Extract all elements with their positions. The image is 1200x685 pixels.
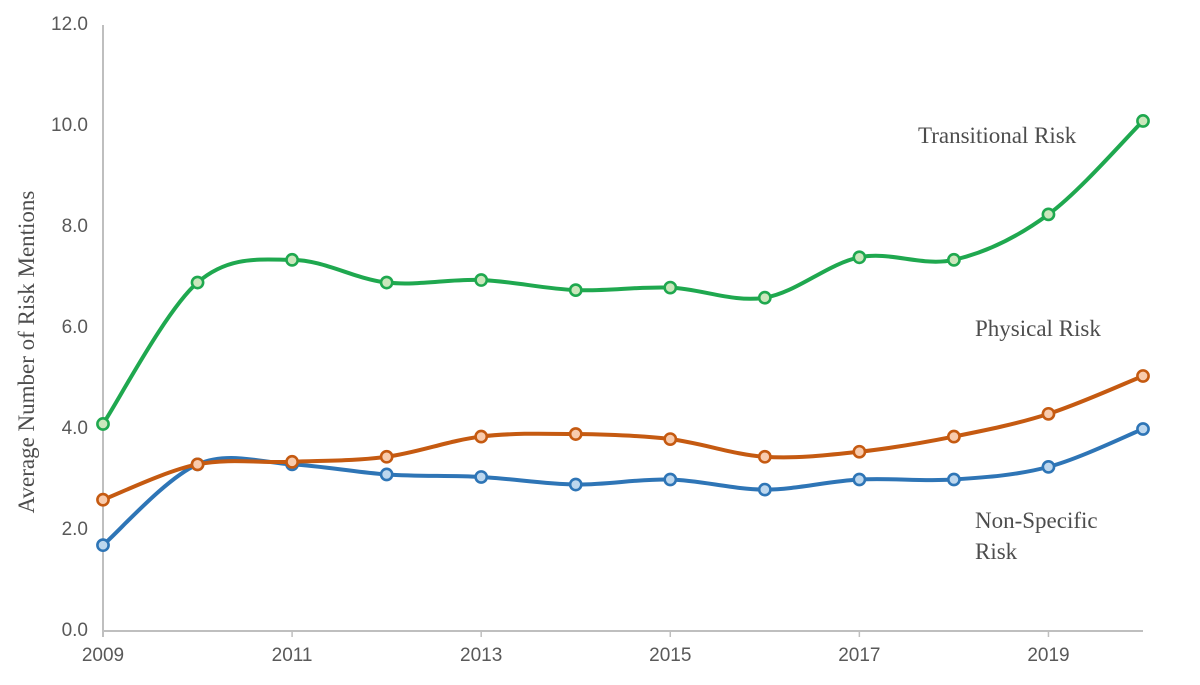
data-point-marker-transitional-risk	[379, 275, 394, 290]
x-tick-label: 2019	[1027, 645, 1070, 666]
data-point-marker-transitional-risk	[757, 290, 772, 305]
data-point-marker-transitional-risk	[285, 252, 299, 267]
data-point-marker-transitional-risk	[474, 273, 489, 287]
x-tick-label: 2009	[81, 645, 125, 666]
series-label-non-specific-risk-line1: Non-Specific	[975, 508, 1098, 533]
data-point-marker-transitional-risk	[1041, 207, 1056, 222]
data-point-marker-non-specific-risk	[1136, 422, 1150, 436]
data-point-marker-non-specific-risk	[379, 467, 394, 482]
series-label-non-specific-risk: Non-Specific Risk	[975, 505, 1098, 567]
data-point-marker-physical-risk	[1136, 369, 1150, 383]
y-tick-label: 0.0	[61, 620, 88, 641]
data-point-marker-non-specific-risk	[1041, 459, 1056, 474]
data-point-marker-physical-risk	[96, 492, 110, 507]
data-point-marker-non-specific-risk	[96, 538, 110, 553]
data-point-marker-physical-risk	[757, 449, 772, 464]
data-point-marker-transitional-risk	[190, 275, 205, 290]
data-point-marker-physical-risk	[190, 457, 205, 472]
y-tick-label: 2.0	[61, 519, 88, 540]
series-label-transitional-risk: Transitional Risk	[918, 123, 1077, 148]
data-point-marker-non-specific-risk	[474, 470, 489, 484]
data-point-marker-transitional-risk	[1136, 114, 1150, 128]
data-point-marker-physical-risk	[474, 429, 489, 444]
y-tick-label: 12.0	[51, 14, 88, 35]
data-point-marker-non-specific-risk	[757, 482, 772, 497]
x-tick-label: 2017	[838, 645, 881, 666]
data-point-marker-transitional-risk	[568, 283, 583, 298]
data-point-marker-physical-risk	[568, 427, 583, 441]
data-point-marker-physical-risk	[285, 454, 299, 469]
y-axis-title: Average Number of Risk Mentions	[14, 190, 39, 514]
series-line-physical-risk	[101, 373, 1145, 502]
data-point-marker-transitional-risk	[663, 280, 678, 295]
data-point-marker-non-specific-risk	[568, 477, 583, 492]
y-tick-label: 6.0	[61, 317, 88, 338]
data-point-marker-physical-risk	[663, 432, 678, 446]
x-tick-label: 2013	[460, 645, 503, 666]
series-label-non-specific-risk-line2: Risk	[975, 539, 1018, 564]
data-point-marker-non-specific-risk	[663, 472, 678, 487]
y-tick-label: 8.0	[61, 216, 88, 237]
data-point-marker-non-specific-risk	[852, 472, 867, 487]
data-point-marker-non-specific-risk	[947, 472, 961, 487]
y-tick-label: 4.0	[61, 418, 88, 439]
data-point-marker-transitional-risk	[96, 417, 110, 431]
y-tick-label: 10.0	[51, 115, 88, 136]
x-tick-label: 2015	[649, 645, 692, 666]
data-point-marker-transitional-risk	[852, 250, 867, 265]
series-label-physical-risk: Physical Risk	[975, 316, 1101, 341]
data-point-marker-physical-risk	[947, 429, 961, 444]
data-point-marker-physical-risk	[379, 449, 394, 464]
data-point-marker-physical-risk	[1041, 406, 1056, 421]
series-line-transitional-risk	[101, 118, 1145, 426]
data-point-marker-transitional-risk	[947, 252, 961, 267]
data-point-marker-physical-risk	[852, 444, 867, 459]
x-tick-label: 2011	[271, 645, 313, 666]
